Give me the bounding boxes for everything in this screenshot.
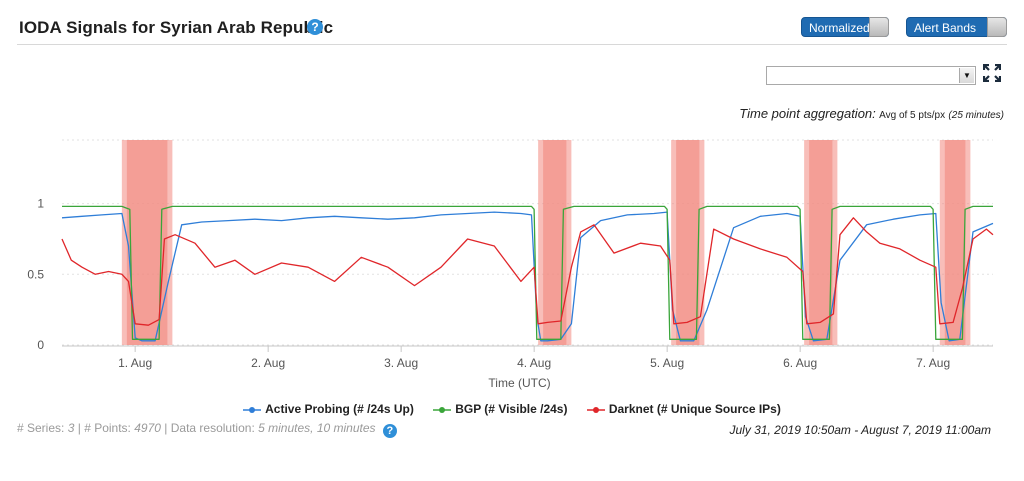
legend-label-darknet: Darknet (# Unique Source IPs): [608, 402, 781, 416]
y-tick-label: 1: [37, 197, 44, 211]
fullscreen-icon[interactable]: [983, 64, 1001, 82]
chart-legend: Active Probing (# /24s Up) BGP (# Visibl…: [0, 402, 1024, 416]
legend-item-darknet[interactable]: Darknet (# Unique Source IPs): [586, 402, 781, 416]
aggregation-label: Time point aggregation:: [739, 106, 876, 121]
alert-bands-toggle[interactable]: Alert Bands: [906, 17, 1007, 37]
x-tick-label: 4. Aug: [517, 356, 551, 370]
x-tick-label: 2. Aug: [251, 356, 285, 370]
darknet-line: [61, 217, 994, 326]
alert-bands-label: Alert Bands: [914, 21, 977, 35]
alert-band-core: [809, 140, 833, 345]
series-count: 3: [67, 421, 75, 435]
legend-label-bgp: BGP (# Visible /24s): [455, 402, 568, 416]
legend-marker-bgp: [433, 406, 452, 413]
signal-select[interactable]: ▼: [766, 66, 976, 85]
series-label: # Series:: [17, 421, 65, 435]
help-icon[interactable]: ?: [382, 424, 397, 438]
chart-stats: # Series: 3 | # Points: 4970 | Data reso…: [17, 421, 397, 438]
x-axis-label: Time (UTC): [488, 376, 550, 390]
legend-item-bgp[interactable]: BGP (# Visible /24s): [433, 402, 567, 416]
y-tick-label: 0.5: [27, 267, 44, 281]
legend-marker-active-probing: [243, 406, 262, 413]
title-bar: IODA Signals for Syrian Arab Republic ?: [17, 8, 1007, 45]
page-title: IODA Signals for Syrian Arab Republic: [19, 18, 334, 37]
toggle-knob: [869, 17, 889, 37]
time-range: July 31, 2019 10:50am - August 7, 2019 1…: [729, 423, 991, 437]
resolution-label: Data resolution:: [170, 421, 255, 435]
toggle-knob: [987, 17, 1007, 37]
x-tick-label: 1. Aug: [118, 356, 152, 370]
aggregation-info: Time point aggregation: Avg of 5 pts/px …: [739, 106, 1004, 121]
alert-band-core: [543, 140, 567, 345]
x-tick-label: 7. Aug: [916, 356, 950, 370]
x-tick-label: 3. Aug: [384, 356, 418, 370]
aggregation-value: Avg of 5 pts/px: [879, 110, 946, 121]
resolution-value: 5 minutes, 10 minutes: [258, 421, 376, 435]
x-tick-label: 5. Aug: [650, 356, 684, 370]
signals-chart[interactable]: 1. Aug 2. Aug 3. Aug 4. Aug 5. Aug 6. Aug 7. A…: [0, 120, 1024, 395]
chevron-down-icon[interactable]: ▼: [959, 68, 974, 83]
active-probing-line: [61, 211, 994, 342]
normalized-toggle[interactable]: Normalized: [801, 17, 889, 37]
legend-marker-darknet: [586, 406, 605, 413]
normalized-label: Normalized: [809, 21, 870, 35]
aggregation-detail: (25 minutes): [948, 110, 1004, 121]
x-tick-label: 6. Aug: [783, 356, 817, 370]
alert-band-core: [676, 140, 700, 345]
alert-band-core: [944, 140, 966, 345]
bgp-line: [62, 205, 993, 340]
y-tick-label: 0: [37, 338, 44, 352]
points-label: # Points:: [84, 421, 131, 435]
points-count: 4970: [134, 421, 161, 435]
legend-label-active-probing: Active Probing (# /24s Up): [265, 402, 414, 416]
legend-item-active-probing[interactable]: Active Probing (# /24s Up): [243, 402, 414, 416]
help-icon[interactable]: ?: [307, 19, 323, 35]
